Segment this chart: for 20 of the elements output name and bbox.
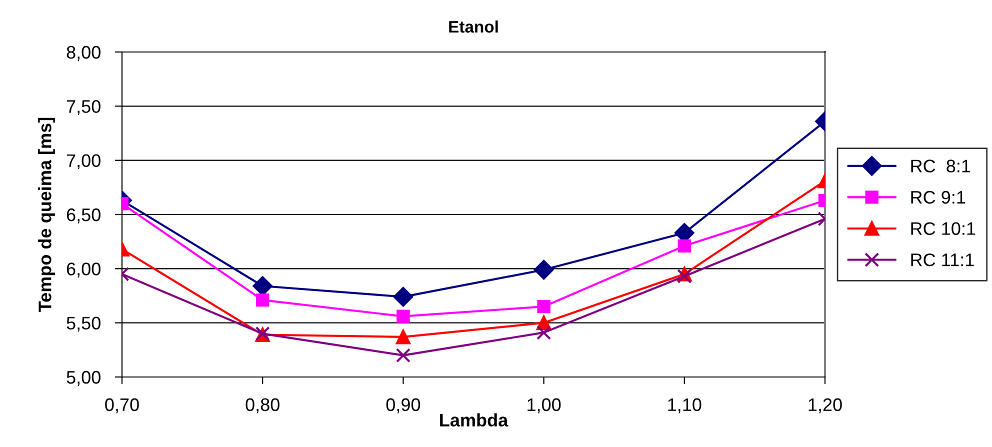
chart-title: Etanol [449,20,498,33]
y-tick-label: 6,50 [66,208,100,224]
y-axis-title: Tempo de queima [ms] [38,118,55,312]
x-tick-label: 1,20 [808,398,842,414]
x-tick-label: 0,90 [386,398,420,414]
x-axis-title: Lambda [440,413,508,427]
y-tick-label: 7,00 [66,154,100,170]
x-tick-label: 0,80 [246,398,280,414]
y-tick-label: 8,00 [66,46,100,61]
legend-label: RC 10:1 [911,222,976,235]
y-tick-label: 7,50 [66,100,100,116]
legend-label: RC 8:1 [911,160,970,172]
x-tick-label: 0,70 [105,398,139,414]
x-tick-label: 1,10 [668,398,702,414]
legend-label: RC 9:1 [911,190,966,204]
legend-label: RC 11:1 [911,253,974,266]
y-tick-label: 5,00 [66,370,100,386]
y-tick-label: 6,00 [66,262,100,278]
x-tick-label: 1,00 [528,398,561,414]
y-tick-label: 5,50 [66,316,100,332]
